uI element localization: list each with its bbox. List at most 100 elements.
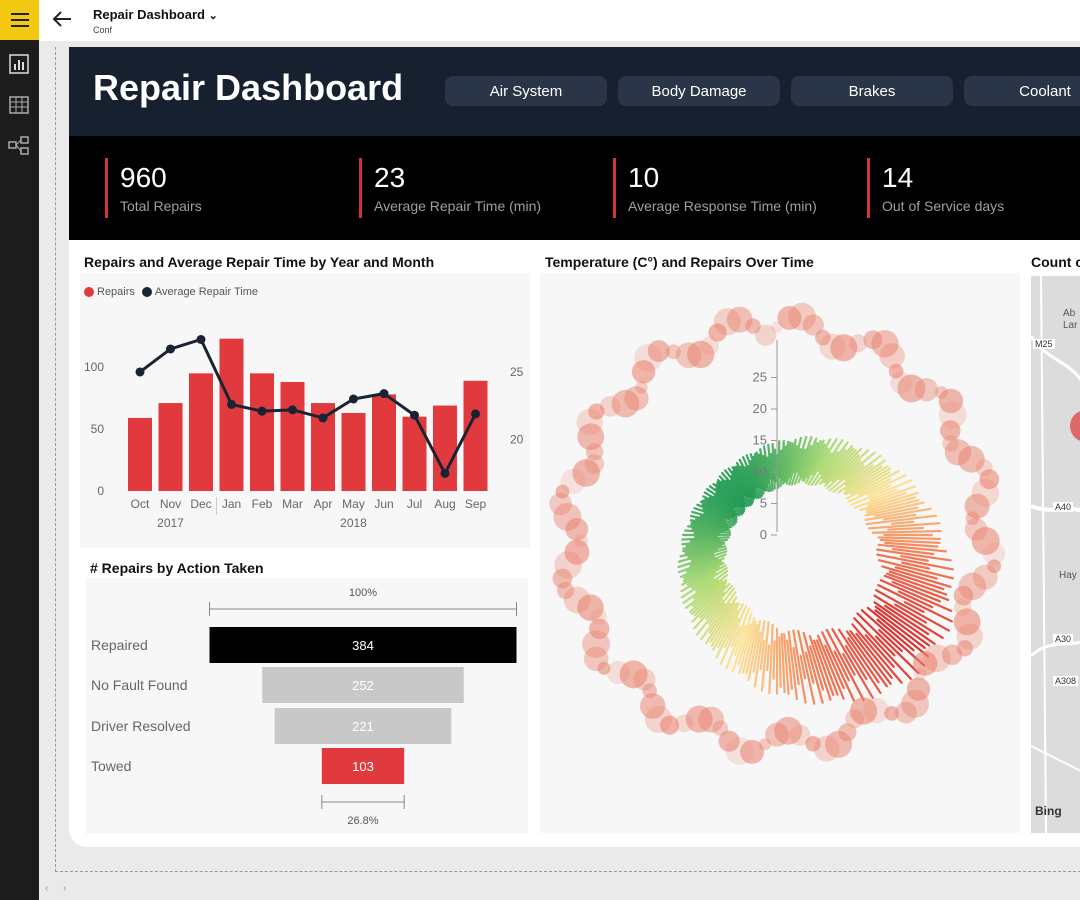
radial-spike bbox=[801, 439, 822, 482]
scroll-right-icon[interactable]: › bbox=[63, 883, 67, 894]
y-tick-right: 20 bbox=[510, 433, 524, 447]
radial-spike bbox=[876, 548, 952, 562]
radial-spike bbox=[858, 477, 892, 496]
radial-spike bbox=[875, 589, 950, 632]
radial-spike bbox=[865, 514, 938, 526]
radial-spike bbox=[704, 596, 738, 645]
bar-repairs bbox=[128, 417, 152, 491]
radial-spike bbox=[684, 544, 723, 555]
radial-spike bbox=[850, 479, 913, 506]
radial-spike bbox=[768, 623, 774, 695]
kpi-value: 10 bbox=[628, 162, 660, 193]
radial-bubble bbox=[563, 586, 591, 614]
radial-spike bbox=[693, 579, 719, 600]
radial-spike bbox=[737, 622, 752, 666]
radial-spike bbox=[682, 541, 726, 550]
map-panel[interactable]: Ab Lar M25 A40 Hay A30 A308 Bing bbox=[1031, 276, 1080, 833]
radial-spike bbox=[772, 640, 776, 680]
radial-spike bbox=[694, 518, 729, 527]
radial-bubble bbox=[845, 709, 865, 729]
radial-spike bbox=[744, 466, 757, 490]
radial-bubble bbox=[624, 386, 649, 411]
radial-spike bbox=[877, 536, 942, 541]
radial-spike bbox=[703, 491, 743, 516]
radial-spike bbox=[716, 479, 748, 508]
chevron-down-icon[interactable]: ⌄ bbox=[208, 10, 218, 22]
funnel-panel[interactable] bbox=[86, 578, 528, 834]
radial-spike bbox=[811, 447, 829, 476]
radial-spike bbox=[684, 529, 732, 534]
radial-bubble bbox=[765, 722, 789, 747]
bar-repairs bbox=[341, 412, 366, 491]
radial-spike bbox=[813, 639, 835, 697]
bar-chart-icon[interactable] bbox=[7, 52, 31, 76]
radial-bubble bbox=[583, 646, 609, 671]
radial-bubble bbox=[802, 314, 824, 336]
radial-bubble bbox=[815, 329, 831, 346]
horizontal-scrollbar[interactable]: ‹ › bbox=[39, 880, 1080, 900]
x-tick-month: Dec bbox=[190, 497, 211, 511]
radial-spike bbox=[821, 448, 847, 480]
map-road-label: M25 bbox=[1033, 339, 1055, 349]
radial-spike bbox=[695, 577, 715, 592]
radial-spike bbox=[866, 499, 920, 514]
radial-spike bbox=[884, 604, 930, 636]
funnel-stage-label: Driver Resolved bbox=[91, 718, 191, 734]
filter-coolant[interactable]: Coolant bbox=[964, 76, 1080, 106]
bar-repairs bbox=[219, 338, 244, 491]
radial-spike bbox=[677, 550, 728, 569]
radial-bubble bbox=[555, 484, 570, 499]
radial-spike bbox=[721, 472, 752, 507]
radial-bubble bbox=[754, 324, 777, 346]
radial-spike bbox=[833, 650, 850, 682]
filter-air-system[interactable]: Air System bbox=[445, 76, 607, 106]
map-bubble[interactable] bbox=[1070, 410, 1080, 442]
filter-body-damage[interactable]: Body Damage bbox=[618, 76, 780, 106]
radial-spike bbox=[790, 435, 808, 486]
menu-icon[interactable] bbox=[0, 0, 39, 40]
model-icon[interactable] bbox=[7, 134, 31, 158]
radial-bubble bbox=[639, 693, 666, 719]
table-icon[interactable] bbox=[7, 93, 31, 117]
radial-spike bbox=[865, 496, 917, 512]
x-tick-month: Aug bbox=[434, 497, 455, 511]
radial-spike bbox=[810, 439, 844, 486]
radial-bubble bbox=[940, 420, 961, 441]
radial-spike bbox=[699, 591, 737, 641]
radial-spike bbox=[831, 628, 874, 699]
radial-bubble bbox=[830, 334, 858, 362]
radial-spike bbox=[686, 566, 720, 586]
radial-spike bbox=[838, 628, 882, 695]
filter-brakes[interactable]: Brakes bbox=[791, 76, 953, 106]
radial-bubble bbox=[824, 730, 853, 758]
radial-spike bbox=[731, 611, 753, 673]
radial-spike bbox=[747, 464, 759, 488]
scroll-left-icon[interactable]: ‹ bbox=[45, 883, 49, 894]
radial-spike bbox=[799, 654, 807, 680]
radial-spike bbox=[679, 557, 725, 578]
x-tick-month: Oct bbox=[131, 497, 150, 511]
y-tick-left: 50 bbox=[91, 422, 105, 436]
radial-spike bbox=[814, 441, 849, 486]
map-label: Ab bbox=[1063, 308, 1076, 319]
back-arrow-icon[interactable] bbox=[51, 8, 75, 32]
radial-spike bbox=[708, 496, 736, 513]
combo-chart-title: Repairs and Average Repair Time by Year … bbox=[84, 254, 435, 270]
radial-bubble bbox=[788, 302, 816, 331]
kpi-avg-response-time: 10 Average Response Time (min) bbox=[613, 158, 817, 218]
map-title: Count o bbox=[1031, 254, 1080, 270]
kpi-value: 960 bbox=[120, 162, 167, 193]
funnel-bar bbox=[262, 667, 464, 703]
radial-spike bbox=[766, 456, 772, 480]
radial-spike bbox=[847, 637, 880, 684]
funnel-value: 221 bbox=[352, 719, 374, 734]
radial-tick-label: 0 bbox=[760, 527, 767, 542]
x-tick-month: Apr bbox=[314, 497, 333, 511]
radial-spike bbox=[832, 454, 882, 493]
radial-spike bbox=[693, 507, 738, 523]
radial-spike bbox=[847, 474, 907, 503]
radial-spike bbox=[691, 582, 731, 623]
radial-spike bbox=[678, 553, 727, 574]
funnel-chart: 100% 384 Repaired 252 No Fault Found 221 Drive… bbox=[91, 587, 517, 827]
report-title[interactable]: Repair Dashboard ⌄ bbox=[93, 7, 218, 22]
